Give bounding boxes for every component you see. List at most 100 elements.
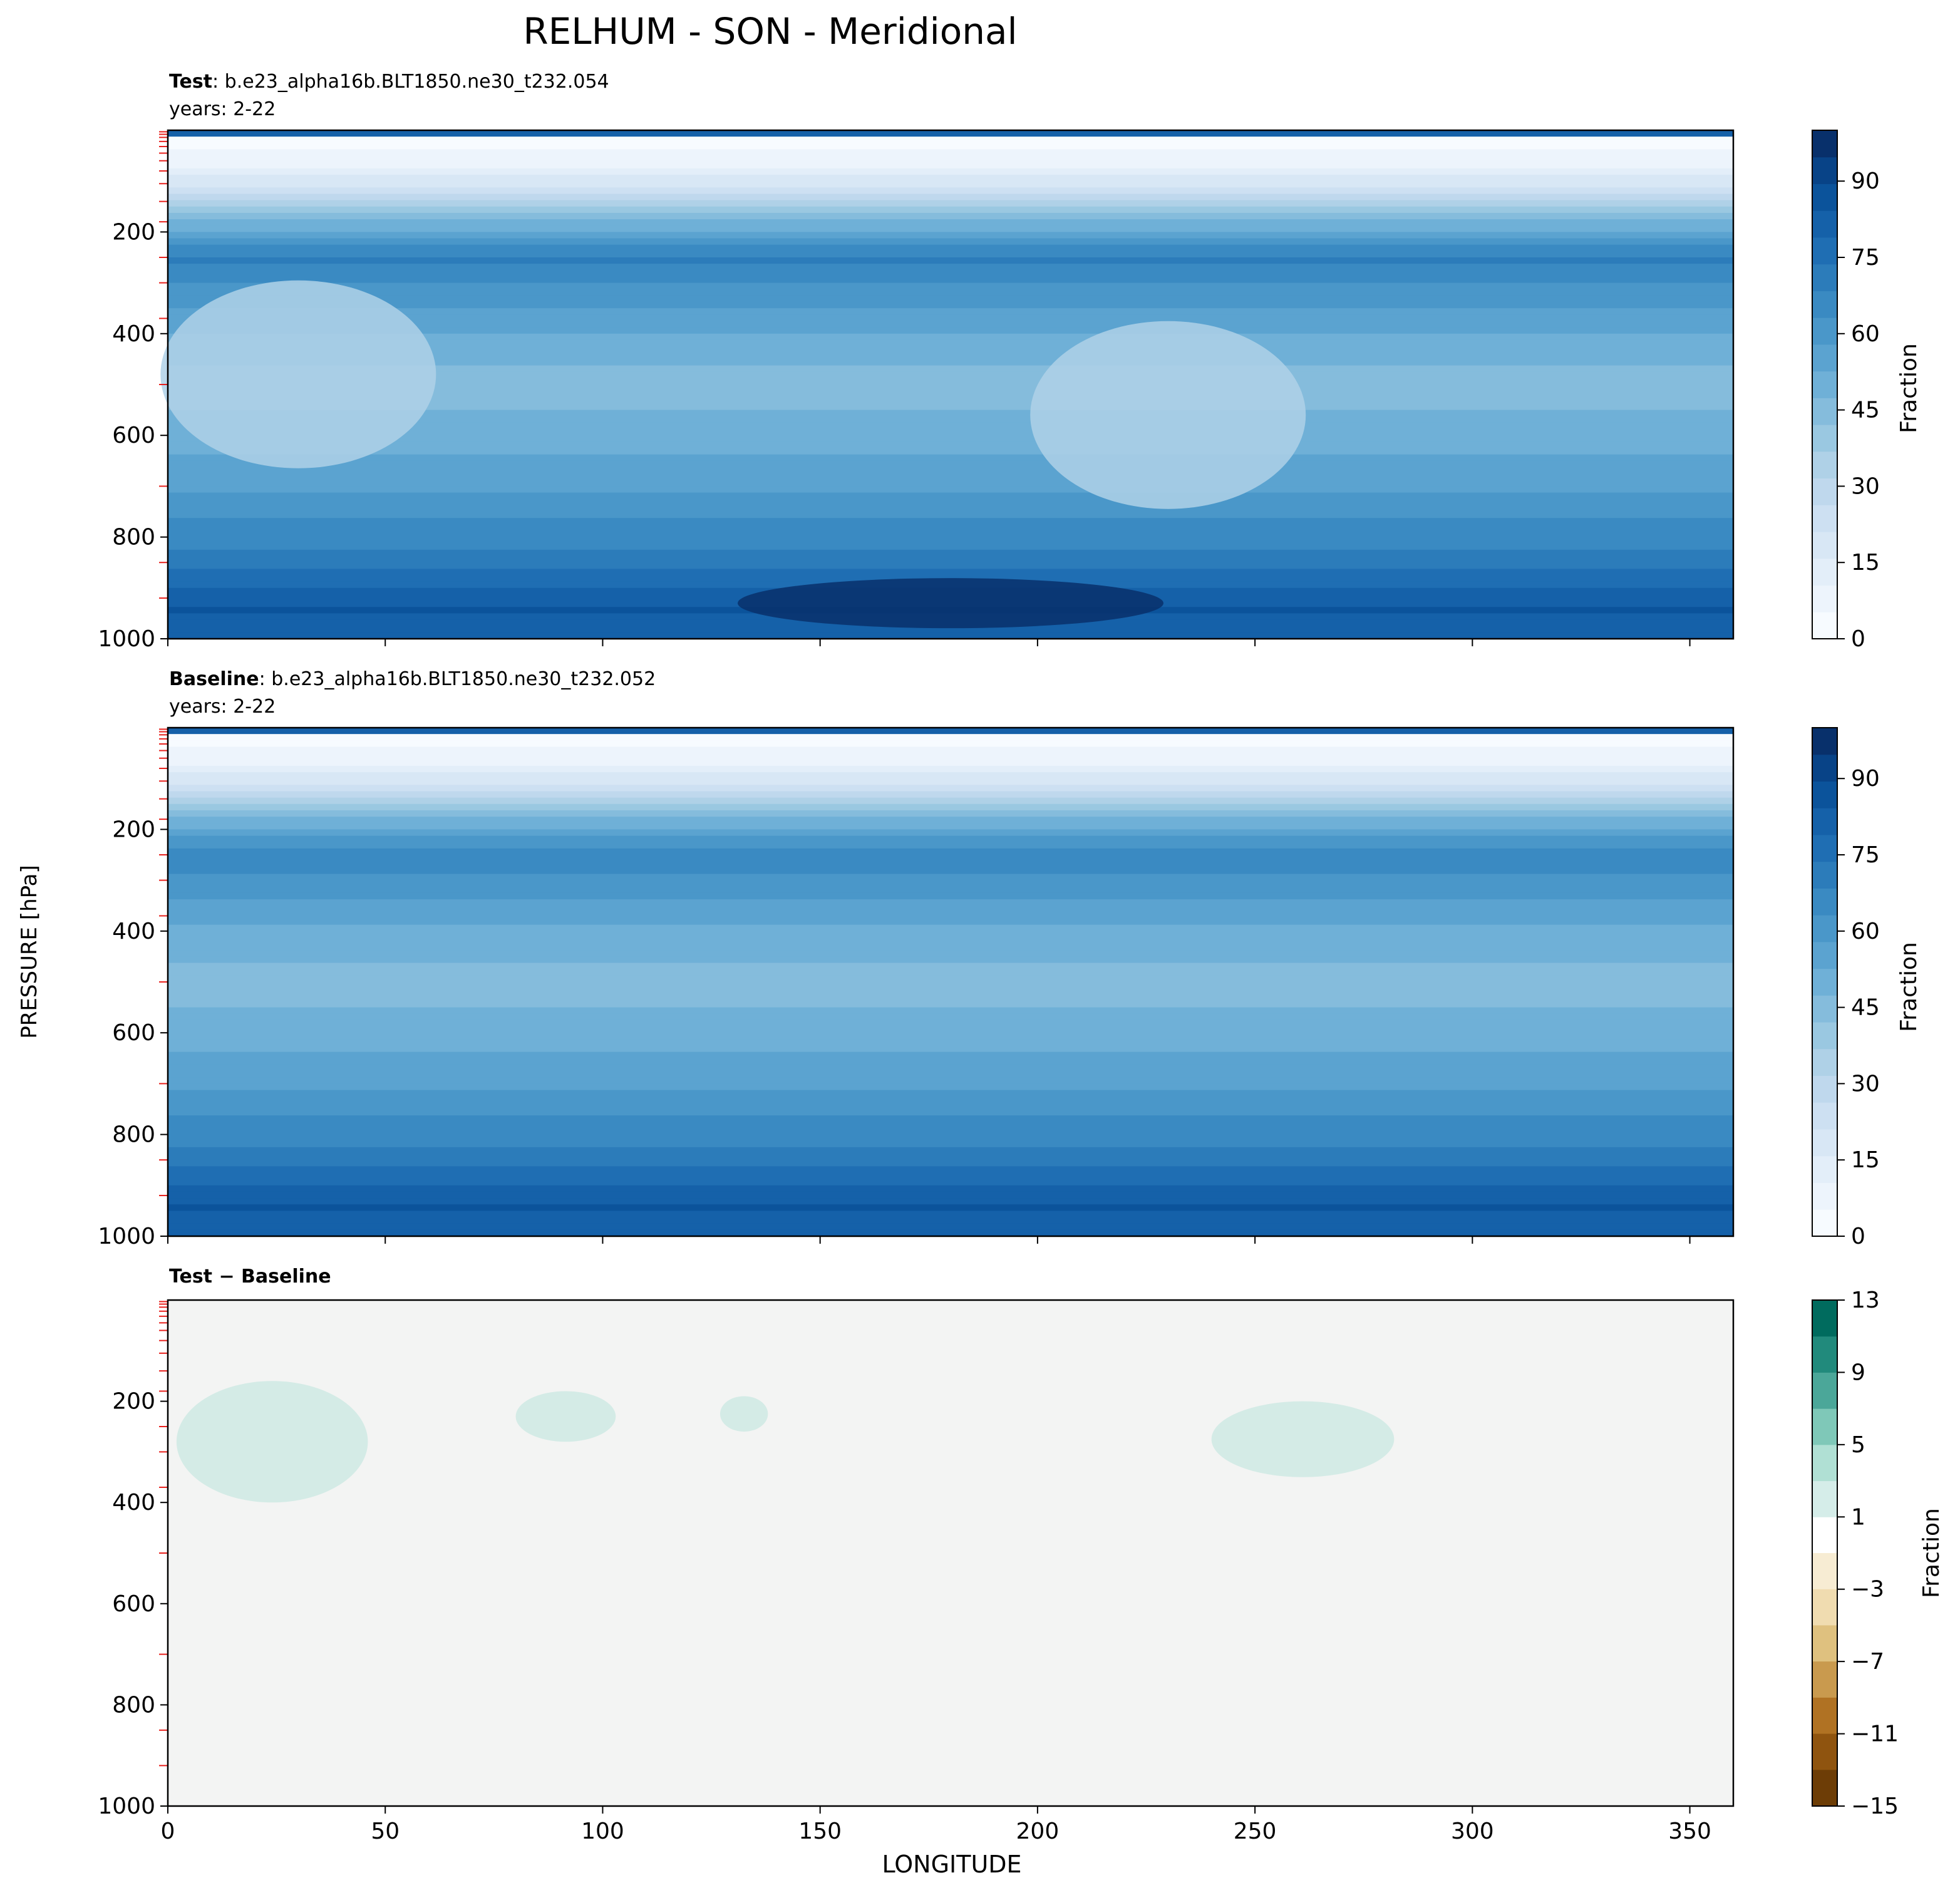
contour-band	[168, 899, 1733, 906]
contour-band	[168, 219, 1733, 227]
positive-difference-region	[720, 1396, 768, 1432]
plot-frame	[167, 129, 1735, 640]
colorbar-tick-label: 1	[1851, 1504, 1865, 1530]
contour-band	[168, 1051, 1733, 1059]
contour-band	[168, 250, 1733, 258]
y-tick-label: 1000	[98, 1794, 155, 1819]
contour-band	[168, 1071, 1733, 1078]
contour-band	[168, 410, 1733, 417]
contour-band	[168, 429, 1733, 436]
panel-test-label: Test: b.e23_alpha16b.BLT1850.ne30_t232.0…	[169, 71, 609, 93]
panel-baseline: Baseline: b.e23_alpha16b.BLT1850.ne30_t2…	[98, 668, 1922, 1249]
x-tick-label: 150	[798, 1819, 842, 1844]
contour-band	[168, 1172, 1733, 1180]
colorbar-swatch	[1812, 888, 1837, 916]
contour-band	[168, 1077, 1733, 1085]
colorbar-swatch	[1812, 1182, 1837, 1210]
panel-test-case: : b.e23_alpha16b.BLT1850.ne30_t232.054	[212, 71, 609, 93]
colorbar-tick-label: 30	[1851, 1071, 1880, 1097]
colorbar-swatch	[1812, 1661, 1837, 1698]
colorbar-test: 0 15 30 45 60 75 90	[1812, 130, 1880, 652]
plot-frame	[167, 1299, 1735, 1807]
contour-band	[168, 378, 1733, 385]
colorbar-swatch	[1812, 451, 1837, 479]
y-tick-label: 200	[112, 219, 155, 245]
colorbar-swatch	[1812, 1372, 1837, 1409]
colorbar-tick-label: 15	[1851, 550, 1880, 576]
colorbar-tick-label: 5	[1851, 1432, 1865, 1458]
x-tick-label: 100	[581, 1819, 624, 1844]
y-tick-label: 400	[112, 919, 155, 944]
x-tick-label: 0	[161, 1819, 175, 1844]
colorbar-swatch	[1812, 808, 1837, 835]
contour-band	[168, 931, 1733, 938]
panel-test-name: Test	[169, 71, 212, 93]
colorbar-tick-label: 90	[1851, 766, 1880, 792]
colorbar-tick-label: 15	[1851, 1147, 1880, 1173]
contour-band	[168, 130, 1733, 137]
colorbar-swatch	[1812, 612, 1837, 639]
contour-band	[168, 385, 1733, 391]
contour-band	[168, 530, 1733, 538]
colorbar-swatch	[1812, 130, 1837, 158]
contour-band	[168, 886, 1733, 894]
colorbar-swatch	[1812, 1517, 1837, 1554]
contour-band	[168, 848, 1733, 855]
contour-band	[168, 1020, 1733, 1027]
y-tick-label: 800	[112, 525, 155, 550]
colorbar-swatch	[1812, 344, 1837, 372]
colorbar-tick-label: 60	[1851, 919, 1880, 944]
contour-band	[168, 200, 1733, 207]
contour-band	[168, 441, 1733, 449]
contour-band	[168, 543, 1733, 550]
colorbar-swatch	[1812, 585, 1837, 612]
contour-band	[168, 912, 1733, 919]
contour-band	[168, 143, 1733, 150]
contour-feature	[160, 280, 436, 468]
contour-band	[168, 473, 1733, 481]
colorbar-tick-label: 45	[1851, 995, 1880, 1021]
contour-band	[168, 302, 1733, 309]
colorbar-swatch	[1812, 754, 1837, 782]
contour-band	[168, 759, 1733, 767]
contour-band	[168, 346, 1733, 354]
contour-band	[168, 785, 1733, 792]
colorbar-baseline-label: Fraction	[1896, 942, 1922, 1032]
contour-band	[168, 1058, 1733, 1065]
contour-band	[168, 1039, 1733, 1046]
contour-band	[168, 1204, 1733, 1212]
contour-band	[168, 918, 1733, 926]
colorbar-tick-label: 60	[1851, 321, 1880, 347]
contour-band	[168, 1064, 1733, 1071]
contour-band	[168, 512, 1733, 519]
colorbar-swatch	[1812, 1022, 1837, 1050]
contour-band	[168, 1211, 1733, 1218]
contour-band	[168, 817, 1733, 824]
contour-band	[168, 537, 1733, 544]
colorbar-swatch	[1812, 861, 1837, 889]
positive-difference-region	[1211, 1401, 1395, 1477]
colorbar-swatch	[1812, 478, 1837, 505]
contour-band	[168, 1115, 1733, 1123]
colorbar-swatch	[1812, 1048, 1837, 1076]
colorbar-tick-label: 90	[1851, 168, 1880, 194]
contour-band	[168, 746, 1733, 754]
colorbar-swatch	[1812, 1553, 1837, 1590]
contour-band	[168, 982, 1733, 989]
contour-band	[168, 734, 1733, 741]
contour-band	[168, 505, 1733, 512]
contour-band	[168, 270, 1733, 277]
contour-band	[168, 810, 1733, 817]
colorbar-swatch	[1812, 1444, 1837, 1482]
colorbar-swatch	[1812, 1075, 1837, 1103]
contour-band	[168, 1122, 1733, 1129]
colorbar-swatch	[1812, 995, 1837, 1023]
colorbar-swatch	[1812, 1300, 1837, 1337]
contour-band	[168, 492, 1733, 500]
contour-band	[168, 740, 1733, 748]
contour-band	[168, 562, 1733, 570]
contour-band	[168, 1033, 1733, 1040]
contour-band	[168, 1166, 1733, 1174]
panel-difference-label: Test − Baseline	[169, 1266, 331, 1288]
